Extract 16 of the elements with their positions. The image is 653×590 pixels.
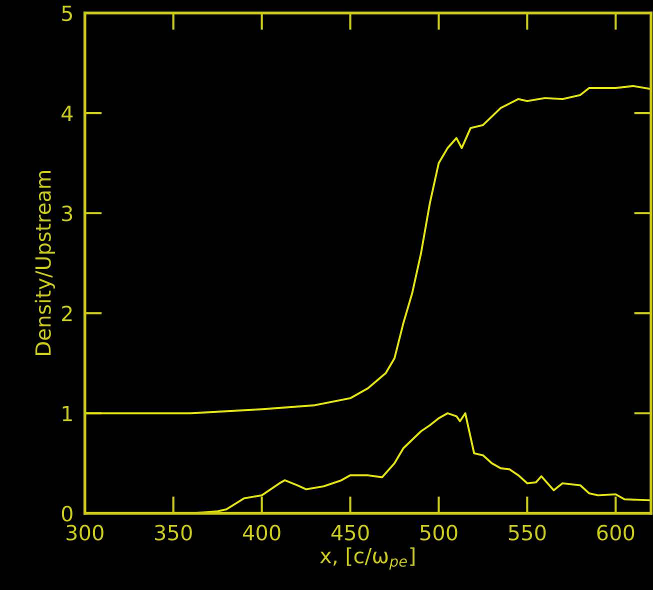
x-tick-label: 500 xyxy=(420,524,458,541)
x-tick-label: 600 xyxy=(597,524,634,541)
x-tick-label: 550 xyxy=(508,524,546,541)
y-tick-label: 4 xyxy=(62,106,73,121)
x-tick-label: 400 xyxy=(242,524,280,541)
y-tick-label: 1 xyxy=(62,406,72,422)
line-series xyxy=(84,85,652,414)
y-tick-label: 5 xyxy=(62,6,72,22)
y-tick-label: 2 xyxy=(62,306,72,322)
x-tick-label: 300 xyxy=(66,524,104,541)
x-axis-title: x, [c/ω$_{pe}$] xyxy=(320,547,414,570)
y-axis-title: Density/Upstream xyxy=(34,171,55,355)
x-tick-label: 450 xyxy=(331,524,369,541)
y-tick-label: 3 xyxy=(62,206,72,222)
y-tick-label: 0 xyxy=(62,506,72,522)
x-tick-label: 350 xyxy=(155,524,192,541)
